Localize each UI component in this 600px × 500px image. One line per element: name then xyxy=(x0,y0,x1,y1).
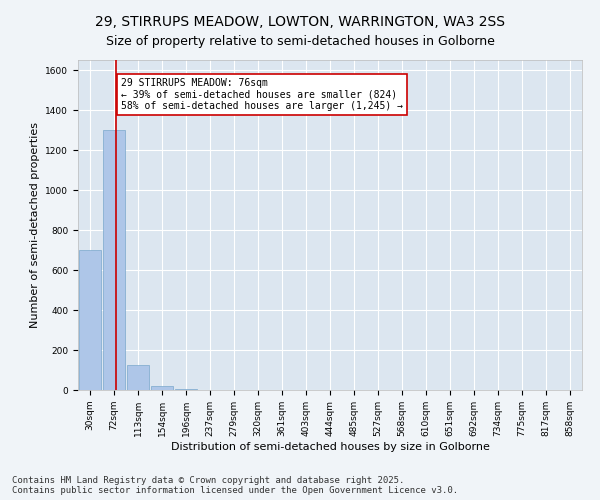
X-axis label: Distribution of semi-detached houses by size in Golborne: Distribution of semi-detached houses by … xyxy=(170,442,490,452)
Text: 29, STIRRUPS MEADOW, LOWTON, WARRINGTON, WA3 2SS: 29, STIRRUPS MEADOW, LOWTON, WARRINGTON,… xyxy=(95,15,505,29)
Bar xyxy=(103,130,125,390)
Text: Contains HM Land Registry data © Crown copyright and database right 2025.
Contai: Contains HM Land Registry data © Crown c… xyxy=(12,476,458,495)
Text: Size of property relative to semi-detached houses in Golborne: Size of property relative to semi-detach… xyxy=(106,35,494,48)
Bar xyxy=(175,389,197,390)
Text: 29 STIRRUPS MEADOW: 76sqm
← 39% of semi-detached houses are smaller (824)
58% of: 29 STIRRUPS MEADOW: 76sqm ← 39% of semi-… xyxy=(121,78,403,111)
Bar xyxy=(127,365,149,390)
Bar xyxy=(79,250,101,390)
Bar xyxy=(151,386,173,390)
Y-axis label: Number of semi-detached properties: Number of semi-detached properties xyxy=(30,122,40,328)
